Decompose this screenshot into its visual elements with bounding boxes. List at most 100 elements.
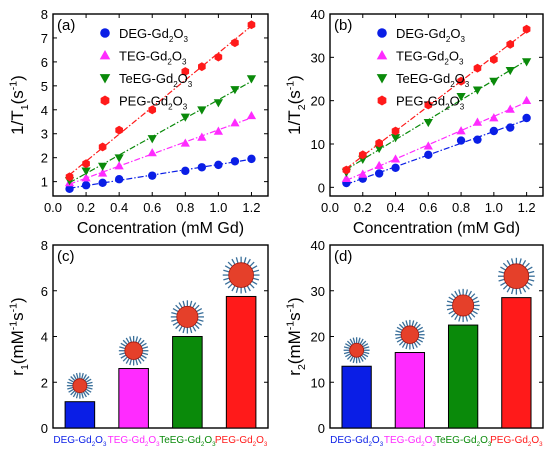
data-point — [505, 104, 515, 113]
x-tick-label: 0.0 — [321, 200, 339, 215]
x-tick-label: 1.2 — [242, 200, 260, 215]
x-axis-label: Concentration (mM Gd) — [77, 220, 244, 237]
ligand-strand — [135, 359, 139, 366]
data-point — [148, 171, 157, 180]
ligand-strand — [526, 281, 533, 286]
y-tick-label: 2 — [41, 151, 48, 166]
data-point — [114, 161, 124, 170]
ligand-strand — [448, 296, 455, 301]
data-point — [374, 144, 384, 154]
ligand-strand — [522, 259, 527, 266]
series-peg — [342, 24, 531, 175]
ligand-strand — [401, 321, 407, 328]
data-point — [147, 148, 157, 157]
particle-core — [349, 342, 365, 358]
data-point — [456, 136, 466, 145]
ligand-strand — [450, 312, 457, 318]
legend-marker — [377, 95, 387, 106]
legend: DEG-Gd2O3 TEG-Gd2O3 TeEG-Gd2O3 PEG-Gd2O3 — [99, 26, 193, 111]
panel-label: (b) — [334, 17, 352, 34]
data-point — [246, 75, 257, 84]
nanoparticle-icon — [222, 256, 260, 294]
fit-line — [69, 25, 252, 176]
data-point — [473, 135, 482, 144]
ligand-strand — [120, 342, 127, 347]
ligand-strand — [178, 325, 183, 332]
data-point — [213, 126, 224, 135]
ligand-strand — [446, 300, 454, 304]
ligand-strand — [223, 277, 230, 281]
ligand-strand — [417, 338, 424, 343]
particle-core — [72, 378, 88, 394]
ligand-strand — [418, 336, 425, 340]
legend-label: DEG-Gd2O3 — [119, 26, 188, 44]
data-point — [390, 154, 401, 163]
ligand-strand — [129, 359, 132, 366]
ligand-strand — [396, 338, 403, 343]
ligand-strand — [119, 346, 126, 350]
x-category-label: TeEG-Gd2O3 — [159, 435, 216, 448]
ligand-strand — [140, 342, 147, 347]
data-point — [522, 113, 531, 123]
y-tick-label: 6 — [41, 55, 48, 70]
ligand-strand — [454, 314, 459, 321]
data-point — [82, 159, 90, 169]
ligand-strand — [252, 277, 260, 281]
ligand-strand — [231, 258, 236, 265]
particle-core — [124, 341, 143, 360]
ligand-strand — [129, 336, 132, 343]
ligand-strand — [395, 336, 402, 340]
ligand-strand — [413, 321, 418, 328]
y-tick-label: 20 — [311, 330, 325, 345]
data-point — [97, 162, 108, 171]
ligand-strand — [363, 351, 370, 355]
x-tick-label: 0.8 — [176, 200, 194, 215]
y-tick-label: 30 — [311, 50, 325, 65]
ligand-strand — [70, 376, 76, 382]
ligand-strand — [84, 390, 90, 396]
ligand-strand — [172, 321, 179, 326]
data-point — [197, 106, 207, 115]
ligand-strand — [518, 288, 522, 295]
data-point — [81, 173, 91, 182]
ligand-strand — [135, 336, 139, 343]
ligand-strand — [349, 338, 354, 345]
data-point — [521, 95, 532, 105]
legend-label: TEG-Gd2O3 — [396, 49, 464, 67]
ligand-strand — [500, 266, 506, 271]
ligand-strand — [528, 278, 535, 282]
legend-marker — [376, 74, 388, 84]
data-point — [65, 184, 74, 194]
ligand-strand — [75, 372, 79, 380]
ligand-strand — [498, 270, 505, 274]
data-point — [457, 76, 465, 86]
ligand-strand — [139, 339, 145, 345]
ligand-strand — [446, 307, 454, 311]
ligand-strand — [243, 257, 247, 264]
series-deg — [342, 113, 531, 188]
ligand-strand — [178, 302, 183, 309]
y-axis-label: 1/T1(s-1) — [8, 75, 32, 135]
y-tick-label: 8 — [41, 7, 48, 22]
x-category-label: DEG-Gd2O3 — [53, 435, 107, 448]
ligand-strand — [359, 355, 364, 362]
ligand-strand — [189, 326, 193, 334]
data-point — [391, 126, 400, 136]
ligand-strand — [137, 358, 142, 364]
data-point — [181, 67, 190, 76]
particle-core — [228, 262, 254, 288]
bar — [118, 368, 149, 429]
data-point — [98, 142, 107, 152]
legend-marker — [377, 28, 387, 38]
ligand-strand — [175, 304, 181, 310]
ligand-strand — [246, 258, 251, 265]
ligand-strand — [189, 300, 193, 307]
legend-marker — [100, 28, 110, 38]
data-point — [375, 138, 383, 148]
y-tick-label: 5 — [41, 79, 48, 94]
legend-label: TeEG-Gd2O3 — [119, 71, 193, 89]
ligand-strand — [471, 296, 478, 301]
ligand-strand — [249, 261, 255, 267]
x-tick-label: 0.2 — [354, 200, 372, 215]
panel-c: 0 2 4 6 8 (c) DEG-Gd2O3 TEG-Gd2O3 TeEG-Gd2O3 PEG-… — [8, 238, 269, 448]
